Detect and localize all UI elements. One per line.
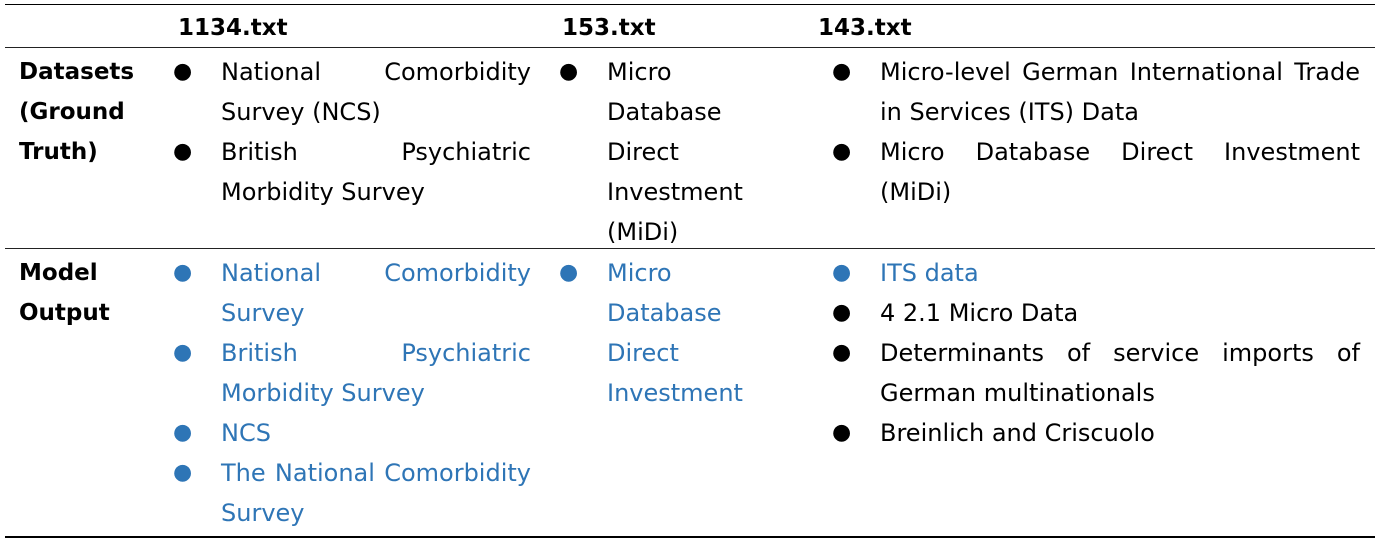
row-label-line: (Ground (19, 99, 125, 125)
list-item: ● Micro Database Direct Investment (MiDi) (824, 132, 1360, 212)
bullet-icon: ● (559, 59, 579, 84)
column-header-1134: 1134.txt (178, 15, 288, 41)
list-item-text: NCS (221, 419, 271, 447)
bullet-icon: ● (832, 139, 852, 164)
list-item-text: The National Comorbidity Survey (221, 459, 531, 527)
bullet-icon: ● (832, 420, 852, 445)
column-header-143: 143.txt (818, 15, 912, 41)
list-item: ● Micro Database Direct Investment (MiDi) (551, 52, 767, 252)
list-item-text: Determinants of service imports of Germa… (880, 339, 1360, 407)
bullet-icon: ● (832, 59, 852, 84)
bullet-icon: ● (173, 59, 193, 84)
row-label-line: Truth) (19, 139, 98, 165)
list-item-text: ITS data (880, 259, 979, 287)
bullet-icon: ● (832, 340, 852, 365)
bullet-icon: ● (173, 260, 193, 285)
bullet-icon: ● (173, 420, 193, 445)
cell-model-1134: ● National Comorbidity Survey ● British Ps… (165, 253, 531, 533)
list-item-text: Micro Database Direct Investment (MiDi) (880, 138, 1360, 206)
list-item: ● National Comorbidity Survey (165, 253, 531, 333)
cell-gt-1134: ● National Comorbidity Survey (NCS) ● Brit… (165, 52, 531, 212)
header-rule (5, 47, 1375, 48)
list-item: ● Determinants of service imports of Germ… (824, 333, 1360, 413)
list-item-text: Micro Database Direct Investment (MiDi) (607, 58, 743, 246)
bullet-icon: ● (559, 260, 579, 285)
list-item-text: British Psychiatric Morbidity Survey (221, 339, 531, 407)
bullet-icon: ● (173, 139, 193, 164)
row-label-line: Output (19, 300, 110, 326)
list-item-text: British Psychiatric Morbidity Survey (221, 138, 531, 206)
bullet-icon: ● (832, 300, 852, 325)
list-item-text: Micro-level German International Trade i… (880, 58, 1360, 126)
row-rule (5, 248, 1375, 249)
list-item-text: National Comorbidity Survey (NCS) (221, 58, 531, 126)
list-item: ● British Psychiatric Morbidity Survey (165, 333, 531, 413)
list-item: ● British Psychiatric Morbidity Survey (165, 132, 531, 212)
row-label-line: Model (19, 260, 98, 286)
row-label-line: Datasets (19, 59, 135, 85)
row-label-model-output: Model Output (19, 253, 159, 333)
list-item-text: Breinlich and Criscuolo (880, 419, 1155, 447)
column-header-153: 153.txt (562, 15, 656, 41)
table-bottom-rule (5, 536, 1375, 538)
bullet-icon: ● (173, 460, 193, 485)
bullet-icon: ● (832, 260, 852, 285)
list-item: ● Micro-level German International Trade … (824, 52, 1360, 132)
list-item: ● NCS (165, 413, 531, 453)
cell-gt-143: ● Micro-level German International Trade … (824, 52, 1360, 212)
list-item: ● The National Comorbidity Survey (165, 453, 531, 533)
table-top-rule (5, 4, 1375, 5)
bullet-icon: ● (173, 340, 193, 365)
list-item-text: Micro Database Direct Investment (607, 259, 743, 407)
list-item-text: 4 2.1 Micro Data (880, 299, 1079, 327)
list-item-text: National Comorbidity Survey (221, 259, 531, 327)
cell-gt-153: ● Micro Database Direct Investment (MiDi) (551, 52, 767, 252)
cell-model-143: ● ITS data ● 4 2.1 Micro Data ● Determinant… (824, 253, 1360, 453)
cell-model-153: ● Micro Database Direct Investment (551, 253, 767, 413)
list-item: ● National Comorbidity Survey (NCS) (165, 52, 531, 132)
list-item: ● ITS data (824, 253, 1360, 293)
list-item: ● Micro Database Direct Investment (551, 253, 767, 413)
row-label-datasets: Datasets (Ground Truth) (19, 52, 159, 172)
list-item: ● 4 2.1 Micro Data (824, 293, 1360, 333)
list-item: ● Breinlich and Criscuolo (824, 413, 1360, 453)
